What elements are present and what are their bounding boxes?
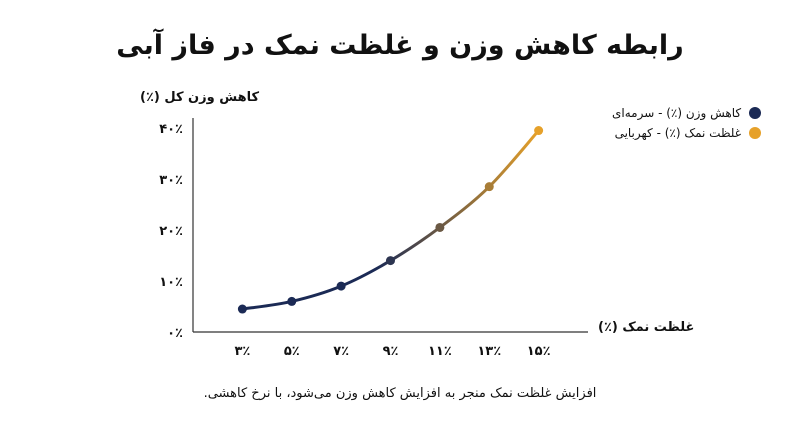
legend: کاهش وزن (٪) - سرمه‌ای غلظت نمک (٪) - که… xyxy=(612,106,762,146)
x-tick-label: ۷٪ xyxy=(333,344,349,359)
x-tick-label: ۵٪ xyxy=(284,344,300,359)
y-tick-label: ۱۰٪ xyxy=(159,275,183,290)
y-tick-label: ۰٪ xyxy=(167,326,183,341)
legend-swatch-navy xyxy=(749,107,762,119)
x-tick-label: ۱۳٪ xyxy=(477,344,501,359)
data-point xyxy=(386,256,395,266)
legend-swatch-amber xyxy=(749,127,762,139)
y-axis-label: کاهش وزن کل (٪) xyxy=(140,90,260,105)
x-tick-label: ۳٪ xyxy=(234,344,250,359)
data-point xyxy=(534,126,544,136)
data-point xyxy=(484,182,494,192)
legend-label: کاهش وزن (٪) - سرمه‌ای xyxy=(612,106,742,120)
x-tick-label: ۱۵٪ xyxy=(527,344,551,359)
data-point xyxy=(237,304,247,314)
data-point xyxy=(287,296,297,306)
chart-title: رابطه کاهش وزن و غلظت نمک در فاز آبی xyxy=(116,30,684,61)
chart-caption: افزایش غلظت نمک منجر به افزایش کاهش وزن … xyxy=(203,386,597,401)
y-tick-label: ۳۰٪ xyxy=(159,173,183,188)
legend-item-salt: غلظت نمک (٪) - کهربایی xyxy=(612,126,762,140)
data-point xyxy=(336,281,346,291)
y-tick-label: ۴۰٪ xyxy=(159,122,183,137)
x-axis-label: غلظت نمک (٪) xyxy=(598,320,695,335)
legend-label: غلظت نمک (٪) - کهربایی xyxy=(614,126,742,140)
legend-item-weight-loss: کاهش وزن (٪) - سرمه‌ای xyxy=(612,106,762,120)
x-tick-label: ۹٪ xyxy=(383,344,399,359)
y-tick-label: ۲۰٪ xyxy=(159,224,183,239)
series-line xyxy=(240,129,541,311)
data-point xyxy=(435,222,445,232)
x-tick-label: ۱۱٪ xyxy=(428,344,452,359)
